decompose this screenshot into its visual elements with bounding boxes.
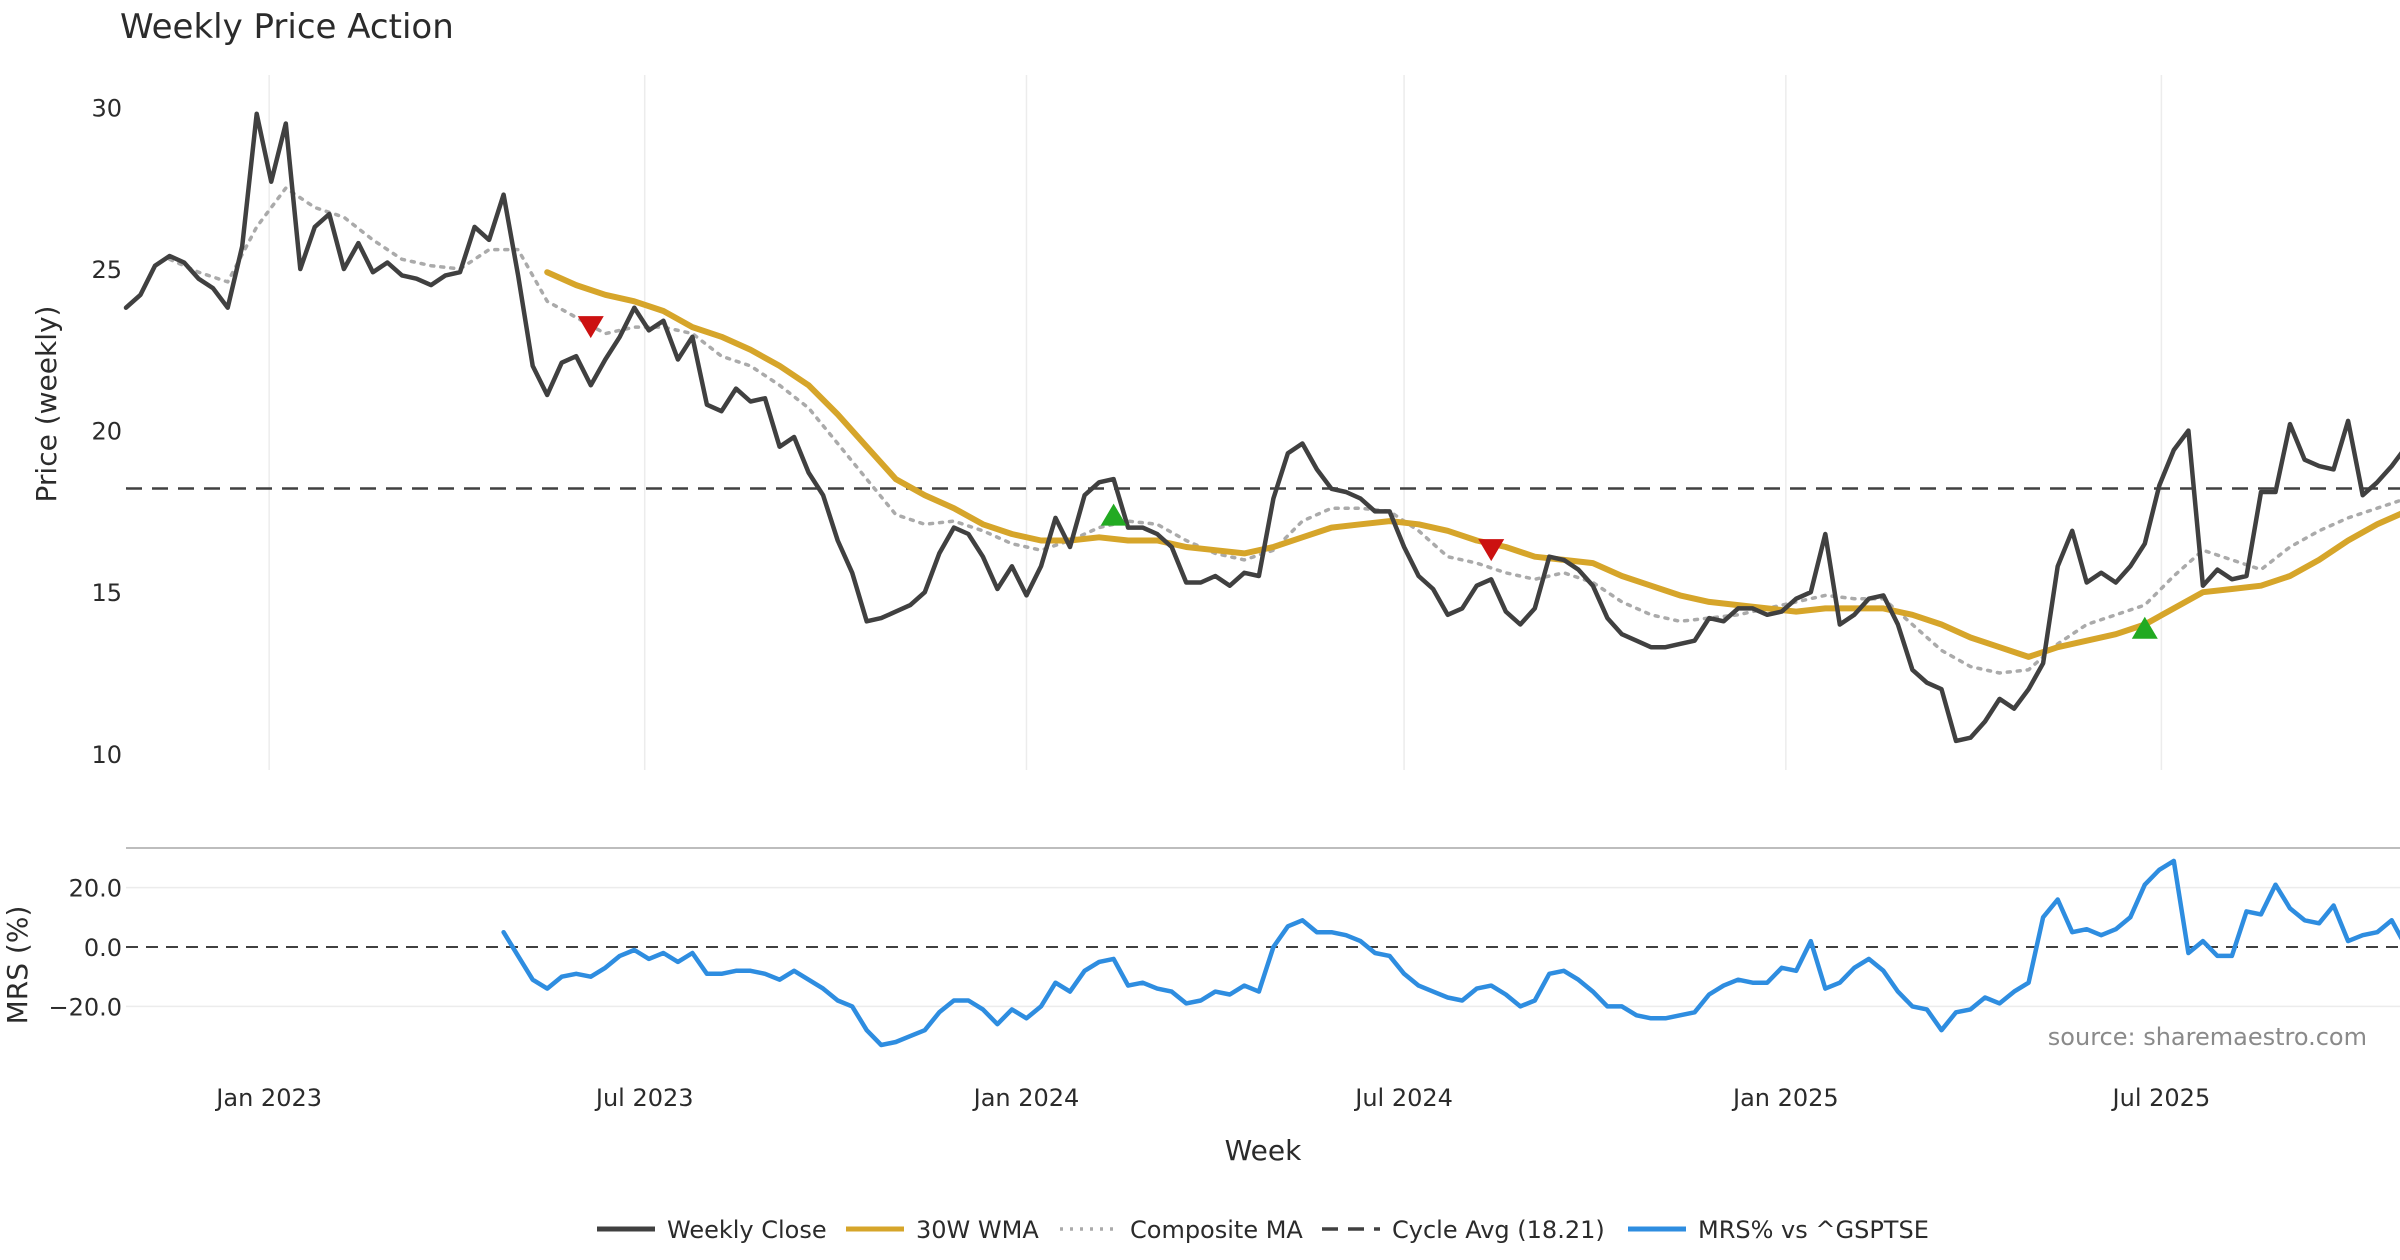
legend-label: 30W WMA xyxy=(916,1216,1039,1244)
chart-title: Weekly Price Action xyxy=(120,7,454,47)
weekly-close-line xyxy=(123,111,2400,744)
source-credit: source: sharemaestro.com xyxy=(2048,1023,2367,1051)
buy-signal-marker xyxy=(2131,616,2158,639)
mrs-line xyxy=(501,858,2400,1048)
y-tick-label: 15 xyxy=(91,579,122,607)
mrs-y-tick-label: −20.0 xyxy=(48,993,122,1021)
mrs-y-tick-label: 0.0 xyxy=(84,934,122,962)
mrs-series xyxy=(501,858,2400,1048)
y-tick-label: 30 xyxy=(91,94,122,122)
price-panel-gridlines xyxy=(268,75,2163,770)
legend-label: Weekly Close xyxy=(667,1216,827,1244)
mrs-y-ticks: 20.0 0.0 −20.0 xyxy=(48,875,122,1022)
mrs-y-tick-label: 20.0 xyxy=(69,875,122,903)
y-tick-label: 10 xyxy=(91,741,122,769)
composite-ma-line xyxy=(167,186,2400,675)
x-tick-label: Jul 2025 xyxy=(2111,1084,2211,1112)
legend-label: Composite MA xyxy=(1130,1216,1303,1244)
mrs-y-axis-label: MRS (%) xyxy=(1,906,34,1025)
x-ticks: Jan 2023 Jul 2023 Jan 2024 Jul 2024 Jan 2025… xyxy=(214,1084,2210,1112)
legend: Weekly Close 30W WMA Composite MA Cycle Avg… xyxy=(597,1216,1929,1244)
x-axis-label: Week xyxy=(1225,1134,1302,1167)
y-tick-label: 20 xyxy=(91,418,122,446)
legend-label: MRS% vs ^GSPTSE xyxy=(1698,1216,1929,1244)
price-y-ticks: 10 15 20 25 30 xyxy=(91,94,122,769)
sell-signal-marker xyxy=(577,316,604,339)
sell-signal-marker xyxy=(1478,539,1505,562)
x-tick-label: Jul 2023 xyxy=(594,1084,694,1112)
mrs-panel-gridlines xyxy=(126,886,2400,1008)
y-tick-label: 25 xyxy=(91,256,122,284)
signal-markers xyxy=(577,316,2158,639)
x-tick-label: Jul 2024 xyxy=(1353,1084,1453,1112)
x-tick-label: Jan 2023 xyxy=(214,1084,322,1112)
x-tick-label: Jan 2024 xyxy=(972,1084,1080,1112)
buy-signal-marker xyxy=(1100,503,1127,526)
y-axis-label: Price (weekly) xyxy=(30,306,63,503)
legend-label: Cycle Avg (18.21) xyxy=(1392,1216,1605,1244)
reference-lines xyxy=(126,487,2400,949)
x-tick-label: Jan 2025 xyxy=(1731,1084,1839,1112)
